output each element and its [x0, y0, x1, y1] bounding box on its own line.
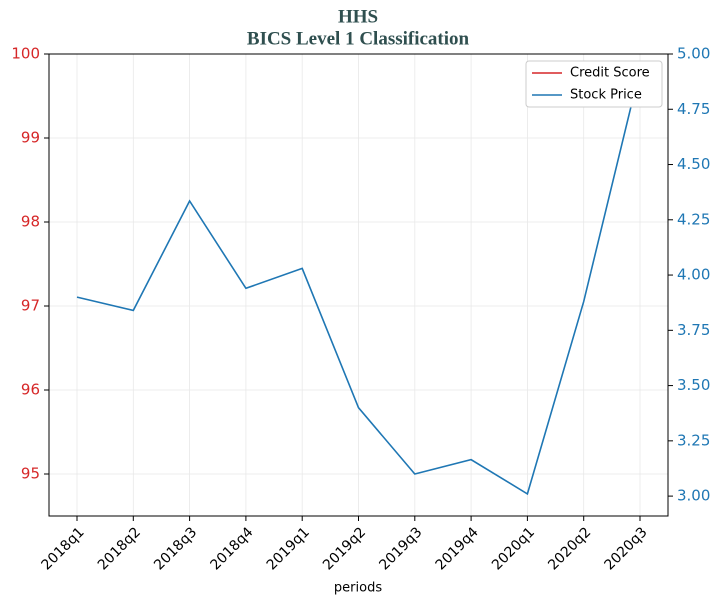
y2-tick-label: 4.25 [677, 210, 710, 228]
y2-tick-label: 4.75 [677, 100, 710, 118]
y2-tick-label: 3.00 [677, 487, 710, 505]
y2-tick-label: 3.75 [677, 321, 710, 339]
x-axis-label: periods [334, 581, 382, 596]
x-tick-label: 2018q4 [207, 524, 256, 573]
y2-tick-label: 3.50 [677, 376, 710, 394]
x-tick-label: 2018q2 [95, 524, 144, 573]
y2-tick-label: 5.00 [677, 45, 710, 63]
plot-frame [48, 53, 669, 517]
x-tick-label: 2019q3 [376, 524, 425, 573]
y2-tick-label: 4.50 [677, 155, 710, 173]
x-tick-label: 2018q3 [151, 524, 200, 573]
y2-tick-label: 3.25 [677, 431, 710, 449]
x-tick-label: 2019q1 [264, 524, 313, 573]
y-tick-label: 97 [21, 297, 40, 315]
series-line [76, 69, 641, 496]
x-tick-label: 2020q1 [489, 524, 538, 573]
chart-subtitle: BICS Level 1 Classification [247, 28, 470, 49]
chart-title: HHS [338, 6, 378, 27]
y-tick-label: 96 [21, 381, 40, 399]
x-tick-label: 2019q4 [433, 524, 482, 573]
legend-label: Credit Score [570, 66, 650, 81]
x-tick-label: 2019q2 [320, 524, 369, 573]
x-tick-label: 2020q2 [545, 524, 594, 573]
x-tick-label: 2018q1 [39, 524, 88, 573]
y-tick-label: 99 [21, 129, 40, 147]
y2-tick-label: 4.00 [677, 266, 710, 284]
x-tick-label: 2020q3 [602, 524, 651, 573]
y-tick-label: 95 [21, 465, 40, 483]
y-tick-label: 100 [11, 45, 40, 63]
legend-label: Stock Price [570, 88, 642, 103]
y-tick-label: 98 [21, 213, 40, 231]
